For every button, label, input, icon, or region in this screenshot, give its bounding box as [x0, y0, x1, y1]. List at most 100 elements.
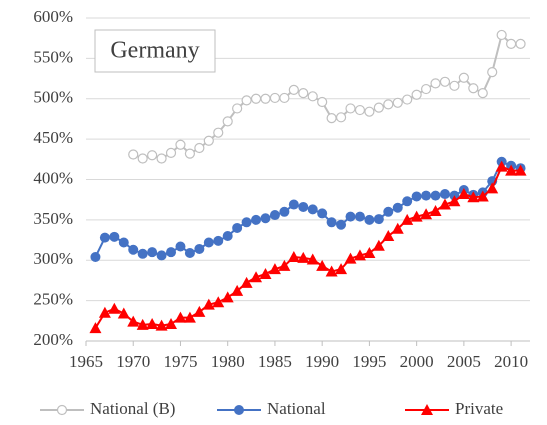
marker: [392, 97, 403, 108]
marker: [137, 248, 148, 259]
marker: [410, 210, 423, 222]
marker: [268, 263, 281, 275]
y-tick-label: 300%: [33, 249, 73, 268]
marker: [137, 153, 148, 164]
marker: [430, 190, 441, 201]
marker: [128, 244, 139, 255]
marker: [184, 148, 196, 159]
marker: [429, 204, 442, 216]
marker: [364, 214, 375, 225]
marker: [458, 72, 469, 83]
marker: [411, 191, 422, 202]
marker: [317, 96, 328, 108]
x-tick-label: 2010: [494, 352, 528, 371]
y-tick-label: 450%: [33, 128, 73, 147]
annotation: Germany: [110, 38, 199, 64]
marker: [136, 318, 149, 330]
marker: [251, 214, 262, 225]
annotation-box: [94, 29, 216, 73]
marker: [231, 284, 244, 296]
series: [90, 156, 526, 263]
marker: [316, 259, 329, 271]
legend-marker: [56, 404, 68, 416]
marker: [496, 29, 507, 41]
marker: [156, 250, 167, 261]
marker: [487, 67, 498, 78]
marker: [439, 76, 451, 87]
marker: [165, 147, 177, 158]
marker: [232, 222, 243, 233]
marker: [260, 93, 271, 104]
marker: [411, 89, 422, 100]
marker: [325, 265, 338, 277]
marker: [99, 232, 110, 243]
marker: [420, 208, 433, 220]
series: [128, 29, 526, 164]
marker: [269, 92, 281, 104]
marker: [269, 210, 280, 221]
marker: [402, 196, 413, 207]
marker: [354, 211, 365, 222]
series: [89, 160, 527, 334]
marker: [449, 80, 460, 91]
marker: [175, 139, 186, 150]
marker: [363, 246, 376, 258]
marker: [326, 113, 337, 124]
x-tick-label: 1975: [163, 352, 197, 371]
marker: [391, 222, 404, 234]
marker: [194, 243, 205, 254]
marker: [240, 276, 253, 288]
marker: [345, 211, 356, 222]
marker: [514, 164, 527, 176]
marker: [184, 247, 195, 258]
line: [94, 165, 521, 329]
marker: [457, 188, 470, 200]
marker: [392, 202, 403, 213]
marker: [221, 291, 234, 303]
marker: [260, 213, 271, 224]
marker: [477, 87, 488, 99]
marker: [421, 190, 432, 201]
marker: [213, 127, 224, 138]
legend-marker: [421, 404, 433, 415]
y-tick-label: 550%: [33, 47, 73, 66]
marker: [439, 189, 450, 200]
marker: [382, 230, 395, 242]
marker: [495, 160, 508, 172]
marker: [147, 150, 158, 161]
marker: [127, 315, 140, 327]
marker: [278, 259, 291, 271]
marker: [326, 217, 337, 228]
marker: [373, 214, 384, 225]
marker: [232, 103, 243, 114]
legend-label: Private: [455, 399, 503, 418]
marker: [194, 142, 205, 154]
marker: [89, 322, 102, 334]
marker: [345, 103, 356, 114]
marker: [476, 190, 489, 202]
x-tick-label: 1980: [211, 352, 245, 371]
marker: [306, 253, 319, 265]
marker: [241, 217, 252, 228]
marker: [298, 87, 309, 99]
marker: [401, 213, 414, 225]
marker: [353, 249, 366, 261]
legend-label: National: [267, 399, 326, 418]
x-tick-label: 2000: [400, 352, 434, 371]
marker: [402, 94, 413, 105]
x-tick-label: 1965: [69, 352, 103, 371]
marker: [298, 201, 309, 212]
marker: [372, 239, 385, 251]
marker: [383, 206, 394, 217]
marker: [155, 319, 168, 331]
marker: [383, 99, 394, 110]
y-tick-label: 250%: [33, 290, 73, 309]
marker: [307, 91, 318, 102]
marker: [183, 311, 196, 323]
marker: [193, 305, 206, 317]
y-tick-label: 350%: [33, 209, 73, 228]
marker: [373, 102, 384, 113]
marker: [156, 153, 167, 164]
marker: [467, 191, 480, 203]
x-tick-label: 1985: [258, 352, 292, 371]
